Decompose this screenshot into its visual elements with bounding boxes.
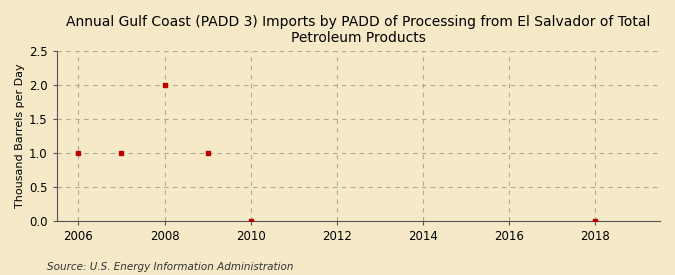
Title: Annual Gulf Coast (PADD 3) Imports by PADD of Processing from El Salvador of Tot: Annual Gulf Coast (PADD 3) Imports by PA… bbox=[66, 15, 651, 45]
Y-axis label: Thousand Barrels per Day: Thousand Barrels per Day bbox=[15, 64, 25, 208]
Text: Source: U.S. Energy Information Administration: Source: U.S. Energy Information Administ… bbox=[47, 262, 294, 272]
